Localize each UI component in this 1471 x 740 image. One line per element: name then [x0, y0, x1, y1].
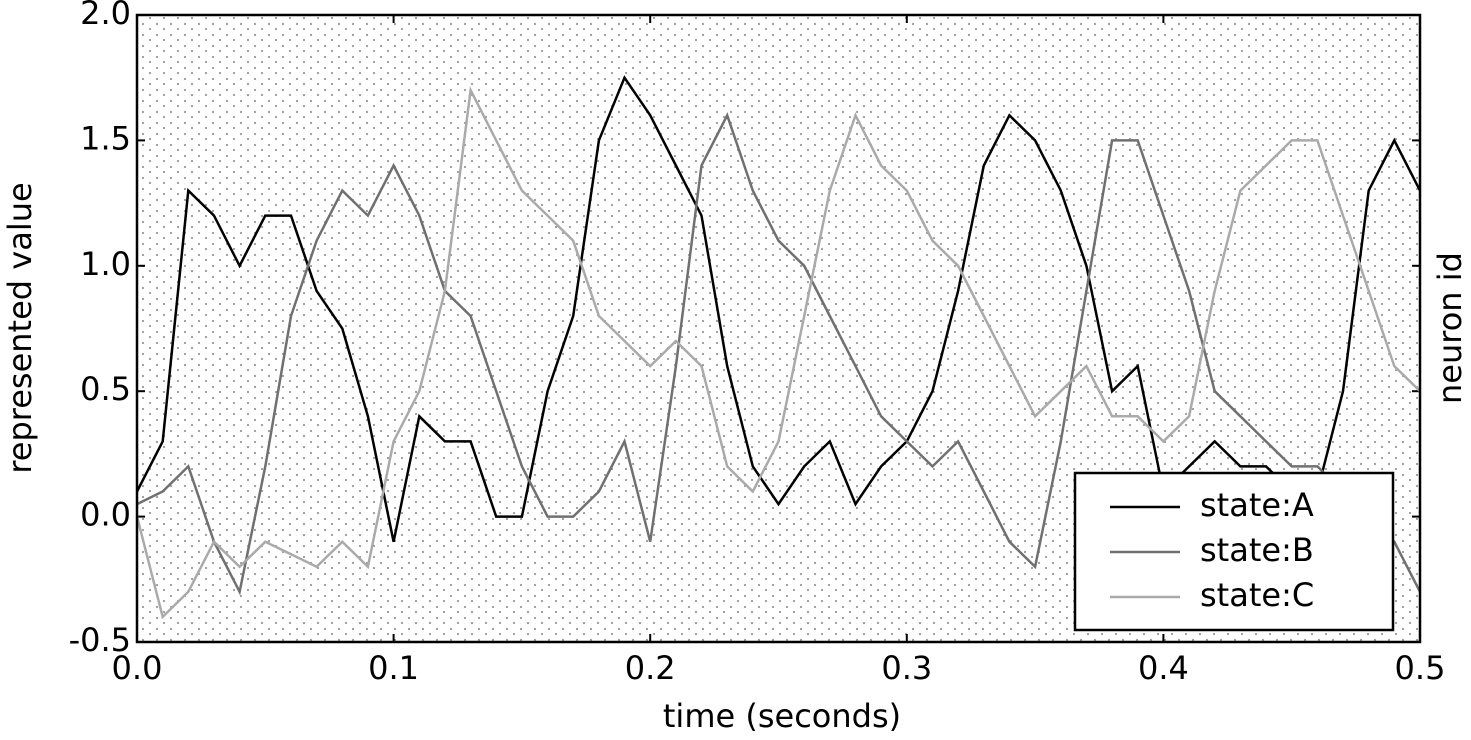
- series-line: [135, 86, 1421, 620]
- legend-label: state:C: [1200, 576, 1314, 614]
- x-tick-label: 0.1: [368, 649, 419, 687]
- x-tick-label: 0.3: [881, 649, 932, 687]
- y-tick-label: 1.5: [80, 119, 131, 157]
- y-tick-label: 0.5: [80, 370, 131, 408]
- x-tick-label: 0.0: [112, 649, 163, 687]
- series-line: [135, 75, 1422, 542]
- x-tick-label: 0.4: [1138, 649, 1189, 687]
- y-tick-label: 0.0: [80, 496, 131, 534]
- x-tick-label: 0.2: [625, 649, 676, 687]
- legend-label: state:A: [1200, 486, 1314, 524]
- plot-frame: [135, 13, 1422, 644]
- x-axis-label: time (seconds): [663, 697, 901, 735]
- y-tick-label: 1.0: [80, 245, 131, 283]
- y2-axis-label: neuron id: [1431, 252, 1469, 404]
- x-tick-label: 0.5: [1395, 649, 1446, 687]
- y-tick-label: 2.0: [80, 0, 131, 32]
- legend-label: state:B: [1200, 531, 1314, 569]
- series-line: [136, 112, 1422, 596]
- y-tick-label: -0.5: [69, 621, 131, 659]
- y-axis-label: represented value: [1, 182, 39, 473]
